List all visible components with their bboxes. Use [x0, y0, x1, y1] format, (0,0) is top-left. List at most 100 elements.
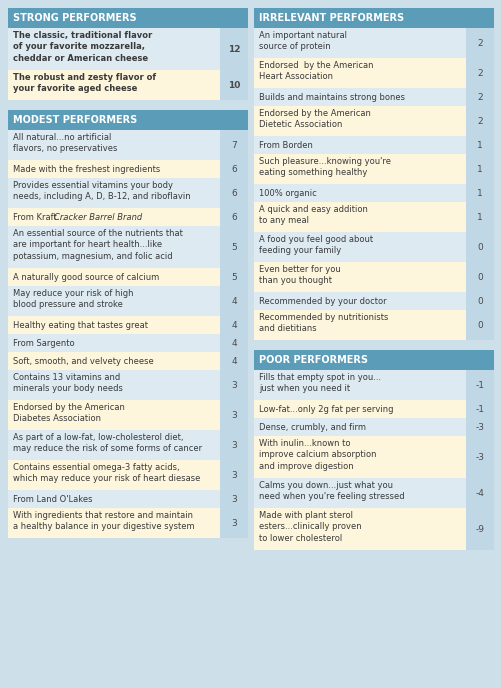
Bar	[219, 70, 247, 100]
Bar	[219, 28, 247, 70]
Bar	[465, 58, 493, 88]
Text: 1: 1	[476, 213, 482, 222]
Bar	[8, 430, 219, 460]
Text: Provides essential vitamins your body
needs, including A, D, B-12, and riboflavi: Provides essential vitamins your body ne…	[13, 181, 190, 202]
Bar	[465, 370, 493, 400]
Text: 3: 3	[230, 471, 236, 480]
Bar	[465, 436, 493, 478]
Text: 2: 2	[476, 116, 482, 125]
Text: -1: -1	[474, 380, 483, 389]
Text: 3: 3	[230, 380, 236, 389]
Text: A food you feel good about
feeding your family: A food you feel good about feeding your …	[259, 235, 372, 255]
Text: From Land O'Lakes: From Land O'Lakes	[13, 495, 92, 504]
Text: Dense, crumbly, and firm: Dense, crumbly, and firm	[259, 422, 365, 431]
Text: 2: 2	[476, 92, 482, 102]
Bar	[219, 490, 247, 508]
Text: 100% organic: 100% organic	[259, 189, 316, 197]
Text: From Sargento: From Sargento	[13, 338, 75, 347]
Bar	[8, 490, 219, 508]
Bar	[465, 478, 493, 508]
Text: All natural...no artificial
flavors, no preservatives: All natural...no artificial flavors, no …	[13, 133, 117, 153]
Bar	[8, 208, 219, 226]
Text: Fills that empty spot in you...
just when you need it: Fills that empty spot in you... just whe…	[259, 373, 380, 394]
Text: The robust and zesty flavor of
your favorite aged cheese: The robust and zesty flavor of your favo…	[13, 73, 156, 94]
Text: 6: 6	[230, 189, 236, 197]
Text: Endorsed by the American
Dietetic Association: Endorsed by the American Dietetic Associ…	[259, 109, 370, 129]
Text: A naturally good source of calcium: A naturally good source of calcium	[13, 272, 159, 281]
Bar	[219, 400, 247, 430]
Text: Recommended by your doctor: Recommended by your doctor	[259, 297, 386, 305]
Text: Cracker Barrel Brand: Cracker Barrel Brand	[54, 213, 141, 222]
Bar	[8, 178, 219, 208]
Text: 3: 3	[230, 519, 236, 528]
Text: Soft, smooth, and velvety cheese: Soft, smooth, and velvety cheese	[13, 356, 153, 365]
Bar	[8, 400, 219, 430]
Text: -1: -1	[474, 405, 483, 413]
Text: With ingredients that restore and maintain
a healthy balance in your digestive s: With ingredients that restore and mainta…	[13, 511, 194, 531]
Text: 2: 2	[476, 69, 482, 78]
Text: 2: 2	[476, 39, 482, 47]
Text: Contains 13 vitamins and
minerals your body needs: Contains 13 vitamins and minerals your b…	[13, 373, 123, 394]
Text: Made with the freshest ingredients: Made with the freshest ingredients	[13, 164, 160, 173]
Bar	[254, 136, 465, 154]
Bar	[8, 334, 219, 352]
Bar	[219, 286, 247, 316]
Text: 0: 0	[476, 297, 482, 305]
Bar	[254, 88, 465, 106]
Text: 6: 6	[230, 213, 236, 222]
Text: STRONG PERFORMERS: STRONG PERFORMERS	[13, 13, 136, 23]
Bar	[254, 262, 465, 292]
Text: Made with plant sterol
esters...clinically proven
to lower cholesterol: Made with plant sterol esters...clinical…	[259, 511, 361, 543]
Text: Such pleasure...knowing you're
eating something healthy: Such pleasure...knowing you're eating so…	[259, 157, 390, 178]
Bar	[219, 178, 247, 208]
Bar	[465, 202, 493, 232]
Bar	[254, 106, 465, 136]
Bar	[8, 370, 219, 400]
Text: Builds and maintains strong bones: Builds and maintains strong bones	[259, 92, 404, 102]
Text: 6: 6	[230, 164, 236, 173]
Text: -3: -3	[474, 422, 483, 431]
Bar	[8, 130, 219, 160]
Bar	[465, 136, 493, 154]
Text: -4: -4	[474, 488, 483, 497]
Text: POOR PERFORMERS: POOR PERFORMERS	[259, 355, 367, 365]
Text: -3: -3	[474, 453, 483, 462]
Bar	[8, 460, 219, 490]
Bar	[465, 154, 493, 184]
Bar	[254, 436, 465, 478]
Text: 7: 7	[230, 140, 236, 149]
Text: May reduce your risk of high
blood pressure and stroke: May reduce your risk of high blood press…	[13, 289, 133, 310]
Bar	[8, 28, 219, 70]
Text: Even better for you
than you thought: Even better for you than you thought	[259, 265, 340, 286]
Text: An important natural
source of protein: An important natural source of protein	[259, 31, 346, 52]
Bar	[465, 508, 493, 550]
Text: Calms you down...just what you
need when you're feeling stressed: Calms you down...just what you need when…	[259, 481, 404, 502]
Text: Endorsed by the American
Diabetes Association: Endorsed by the American Diabetes Associ…	[13, 403, 125, 423]
Bar	[254, 28, 465, 58]
Bar	[219, 508, 247, 538]
Bar	[219, 208, 247, 226]
Bar	[254, 370, 465, 400]
Bar	[8, 110, 247, 130]
Text: 1: 1	[476, 189, 482, 197]
Bar	[465, 262, 493, 292]
Bar	[465, 400, 493, 418]
Text: Low-fat...only 2g fat per serving: Low-fat...only 2g fat per serving	[259, 405, 393, 413]
Bar	[254, 58, 465, 88]
Text: 5: 5	[230, 242, 236, 252]
Text: 3: 3	[230, 411, 236, 420]
Text: As part of a low-fat, low-cholesterol diet,
may reduce the risk of some forms of: As part of a low-fat, low-cholesterol di…	[13, 433, 202, 453]
Text: 3: 3	[230, 440, 236, 449]
Text: 1: 1	[476, 140, 482, 149]
Bar	[219, 460, 247, 490]
Text: The classic, traditional flavor
of your favorite mozzarella,
cheddar or American: The classic, traditional flavor of your …	[13, 31, 152, 63]
Text: MODEST PERFORMERS: MODEST PERFORMERS	[13, 115, 137, 125]
Bar	[465, 28, 493, 58]
Bar	[8, 8, 247, 28]
Bar	[254, 310, 465, 340]
Bar	[254, 418, 465, 436]
Bar	[254, 202, 465, 232]
Bar	[254, 400, 465, 418]
Bar	[8, 268, 219, 286]
Text: 12: 12	[227, 45, 240, 54]
